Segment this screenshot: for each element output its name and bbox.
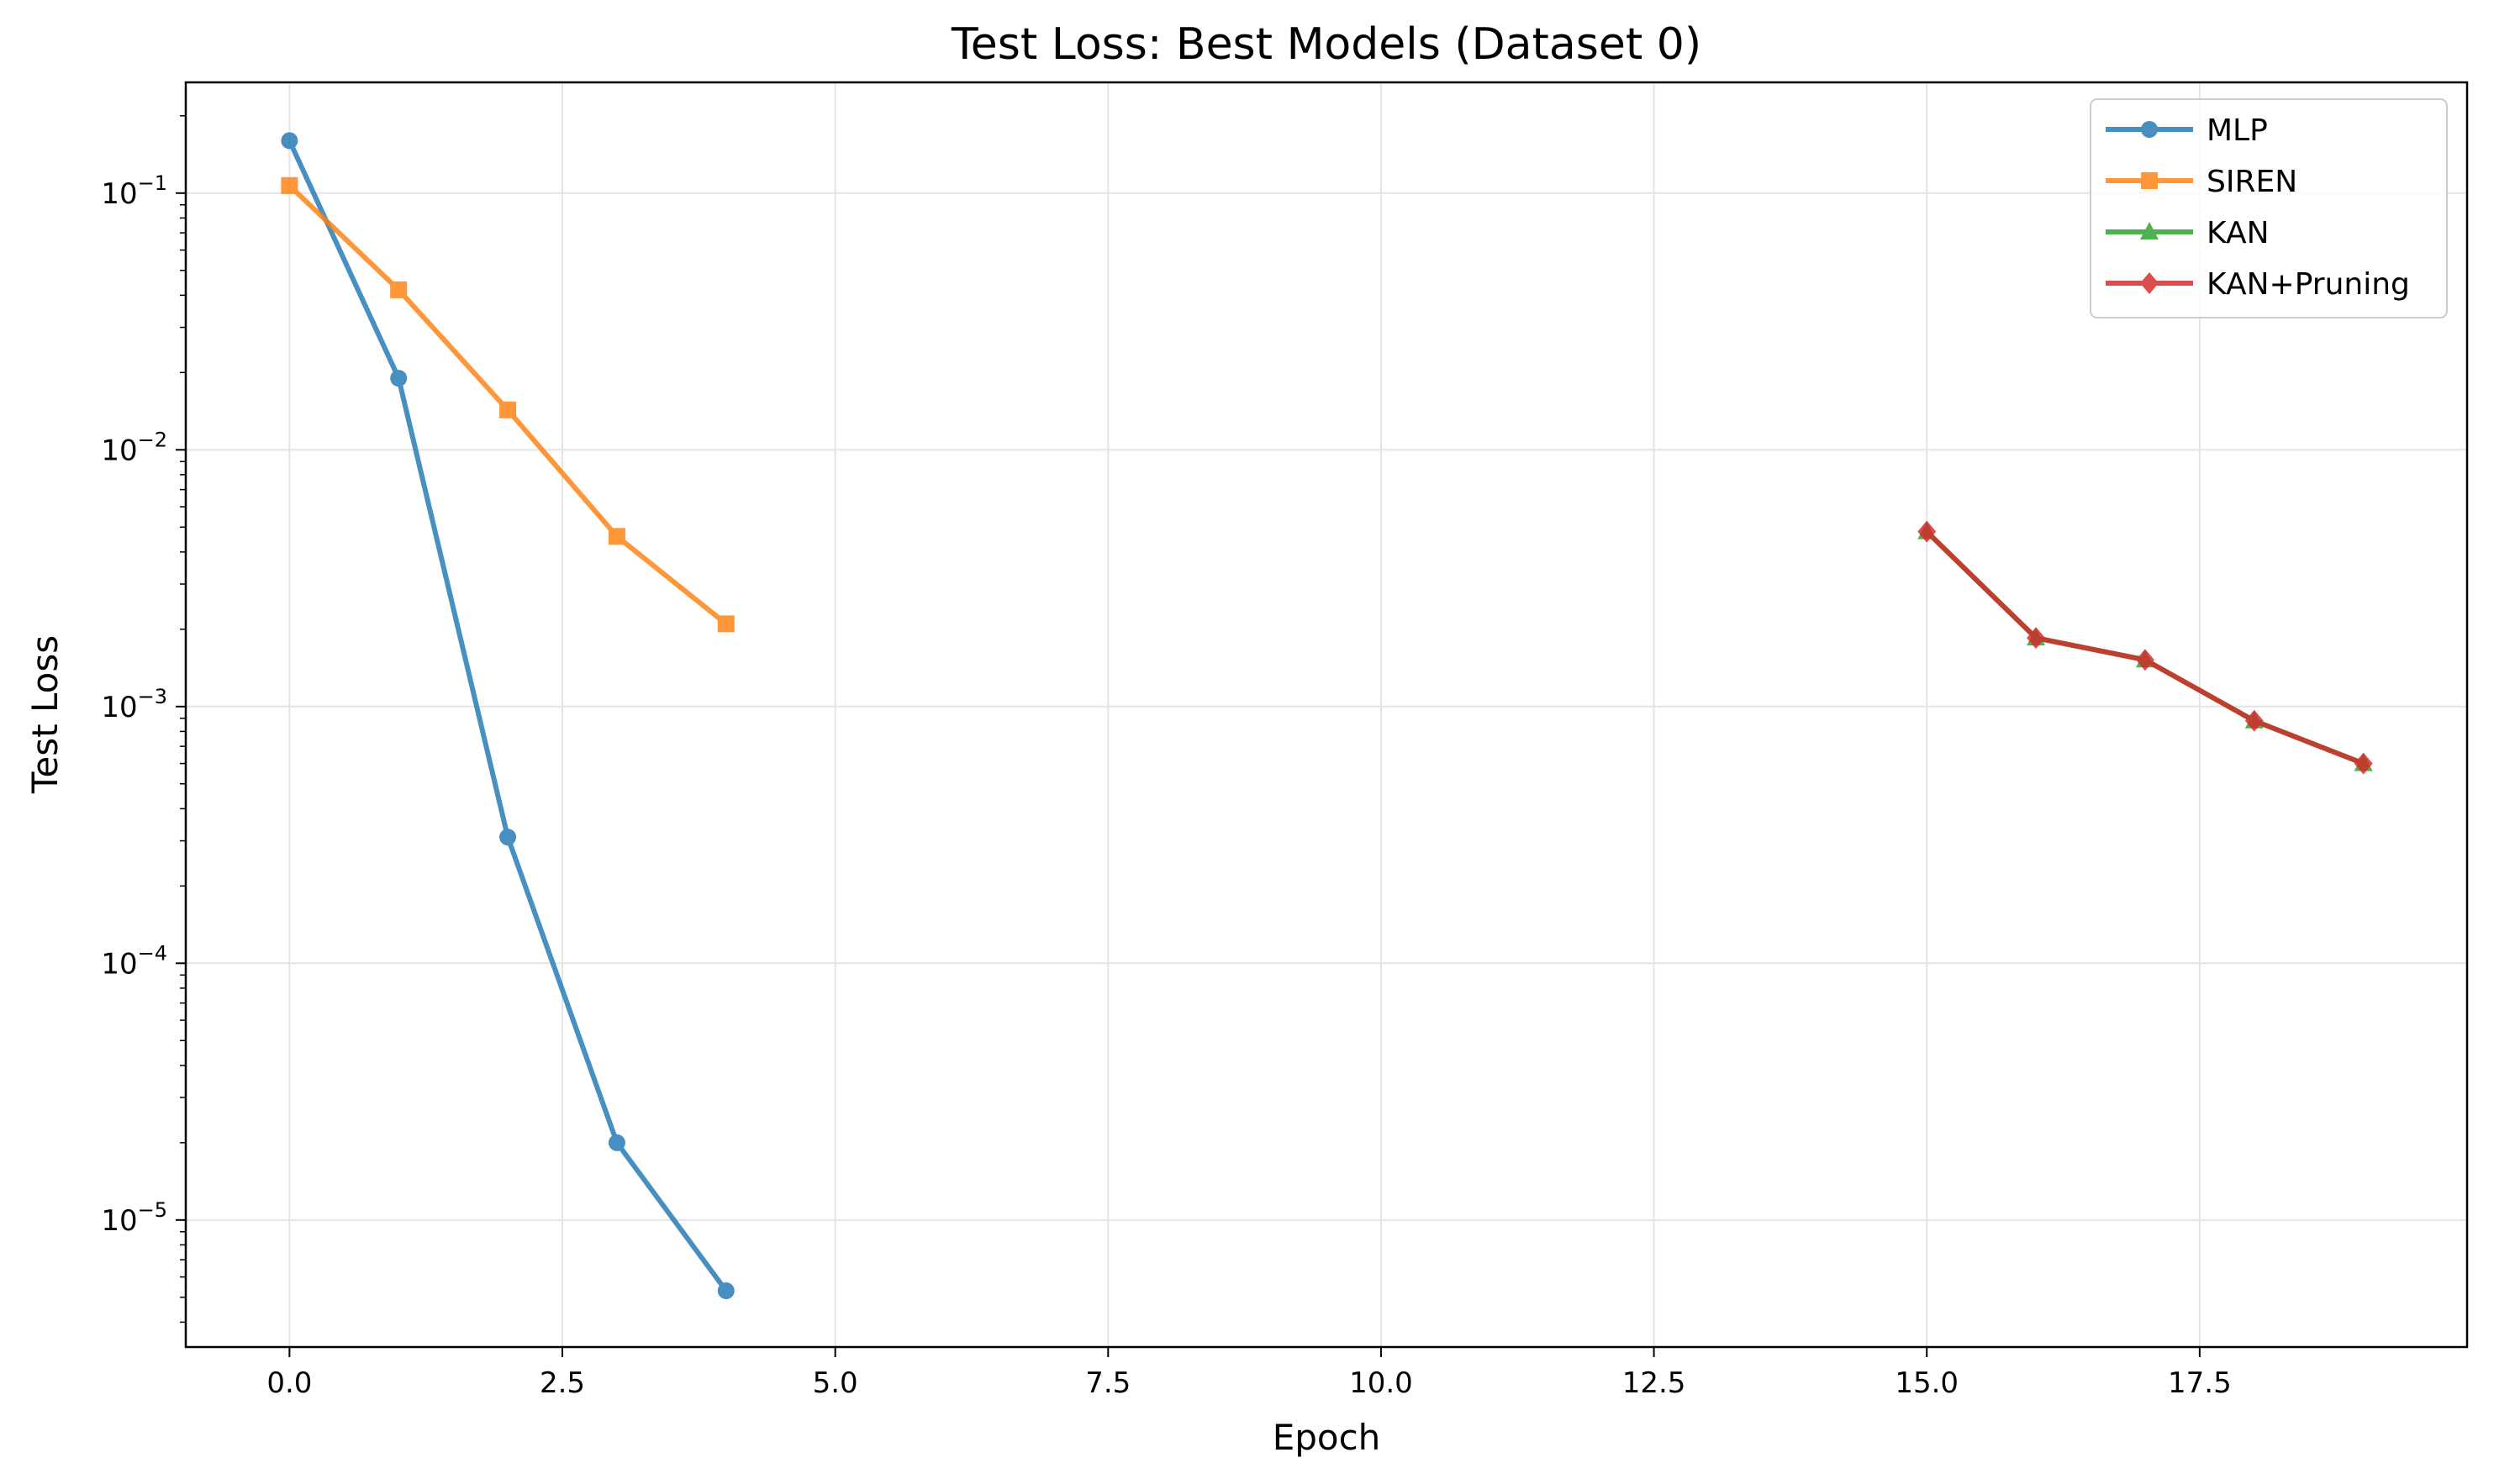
data-point [390,281,408,298]
legend-item: MLP [2106,113,2268,148]
legend: MLP SIREN KAN KAN+Pruning [2090,98,2448,318]
legend-item: KAN [2106,216,2270,250]
series-line [1924,529,2366,766]
data-point [717,1282,735,1300]
y-tick-label: 10−4 [101,941,167,981]
data-point [2135,649,2154,671]
data-point [499,829,517,846]
y-tick-label: 10−2 [101,428,167,467]
data-point [2140,222,2159,239]
series-line [1924,529,2366,766]
data-point [2141,121,2158,138]
data-point [2354,752,2373,775]
legend-item: SIREN [2106,165,2297,199]
x-tick-label: 0.0 [266,1366,312,1400]
grid-layer [186,82,2467,1347]
x-tick-label: 10.0 [1349,1366,1413,1400]
data-point [390,370,408,387]
legend-label: SIREN [2207,165,2297,199]
series-line [287,138,729,1294]
data-point [2244,709,2264,732]
data-point [608,1134,625,1151]
y-tick-label: 10−1 [101,171,167,211]
data-point [717,615,735,633]
data-point [2140,272,2159,294]
x-tick-label: 2.5 [540,1366,585,1400]
series-siren [281,176,735,633]
legend-swatch [2106,121,2193,138]
x-axis-title: Epoch [1273,1417,1381,1458]
data-point [281,132,298,150]
data-point [1917,520,1937,543]
x-tick-label: 17.5 [2168,1366,2232,1400]
series-kan [1917,521,2373,771]
y-axis-title: Test Loss [24,635,66,794]
y-tick-label: 10−5 [101,1198,167,1238]
x-tick-label: 12.5 [1622,1366,1686,1400]
x-tick-label: 15.0 [1895,1366,1959,1400]
data-point [499,401,517,418]
legend-label: KAN+Pruning [2207,267,2410,302]
y-tick-label: 10−3 [101,685,167,724]
data-point [2141,172,2158,189]
legend-swatch [2106,172,2193,189]
legend-box [2090,98,2448,318]
series-kan-pruning [1917,520,2373,775]
x-tick-label: 5.0 [813,1366,858,1400]
legend-label: MLP [2207,113,2268,148]
data-point [608,528,625,545]
ticks-layer: 0.0 2.5 5.0 7.5 10.0 12.5 15.0 17.5 10−1 10−2 10−3… [101,115,2232,1400]
series-layer [281,132,2373,1300]
legend-swatch [2106,222,2193,239]
legend-item: KAN+Pruning [2106,267,2410,302]
legend-swatch [2106,272,2193,294]
series-mlp [281,132,735,1300]
data-point [2027,627,2046,650]
plot-frame [184,81,2469,1349]
data-point [281,176,298,194]
chart-title: Test Loss: Best Models (Dataset 0) [951,19,1701,70]
x-tick-label: 7.5 [1085,1366,1131,1400]
legend-label: KAN [2207,216,2270,250]
